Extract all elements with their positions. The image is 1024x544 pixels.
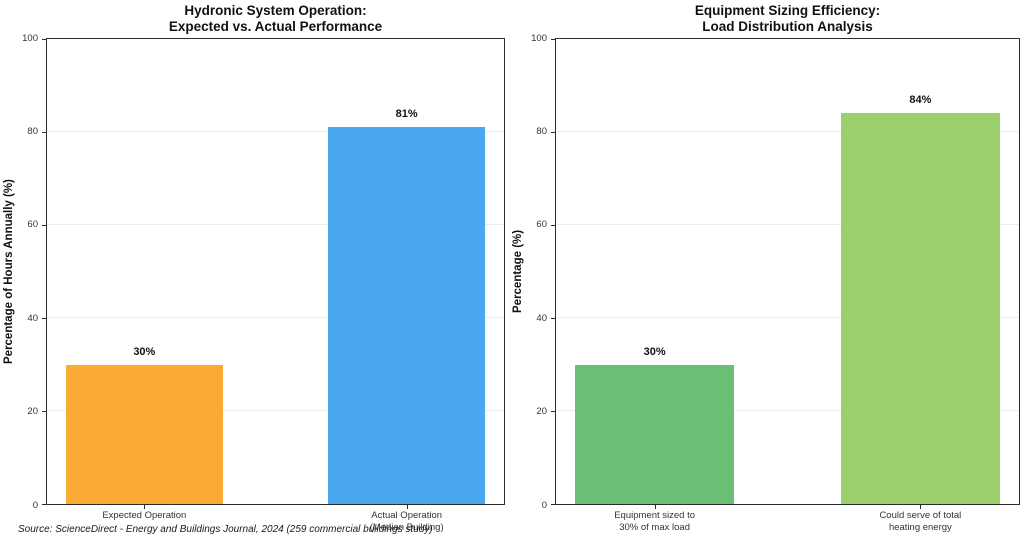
x-tick-mark bbox=[654, 505, 656, 509]
bar-group-expected-operation: 30% bbox=[65, 39, 223, 504]
y-tick-mark bbox=[42, 318, 46, 319]
y-tick-label: 60 bbox=[27, 219, 38, 231]
gridline bbox=[556, 224, 1019, 225]
source-note: Source: ScienceDirect - Energy and Build… bbox=[18, 524, 433, 535]
y-tick-label: 40 bbox=[536, 312, 547, 324]
x-tick-mark bbox=[144, 505, 146, 509]
gridline bbox=[47, 224, 504, 225]
chart-title-line1: Equipment Sizing Efficiency: bbox=[694, 3, 881, 18]
y-tick-mark bbox=[551, 504, 555, 505]
y-tick-label: 40 bbox=[27, 312, 38, 324]
bar-equipment-sized bbox=[574, 364, 735, 504]
y-tick-mark bbox=[551, 318, 555, 319]
x-tick-mark bbox=[406, 505, 408, 509]
gridline bbox=[556, 131, 1019, 132]
chart-title-line1: Hydronic System Operation: bbox=[184, 3, 367, 18]
y-tick-mark bbox=[42, 39, 46, 40]
gridline bbox=[47, 131, 504, 132]
x-tick-label: Expected Operation bbox=[102, 510, 187, 521]
bar-value-label: 30% bbox=[643, 345, 666, 358]
gridline bbox=[47, 410, 504, 411]
chart-title: Hydronic System Operation: Expected vs. … bbox=[46, 3, 505, 35]
y-tick-label: 60 bbox=[536, 219, 547, 231]
y-tick-label: 100 bbox=[531, 32, 547, 44]
chart-title-line2: Expected vs. Actual Performance bbox=[168, 19, 383, 34]
chart-title: Equipment Sizing Efficiency: Load Distri… bbox=[555, 3, 1020, 35]
chart-title-line2: Load Distribution Analysis bbox=[702, 19, 873, 34]
bar-value-label: 30% bbox=[133, 345, 156, 358]
bar-value-label: 81% bbox=[395, 108, 418, 121]
y-tick-mark bbox=[551, 39, 555, 40]
gridline bbox=[556, 410, 1019, 411]
gridline bbox=[47, 317, 504, 318]
y-tick-label: 20 bbox=[536, 405, 547, 417]
y-tick-label: 0 bbox=[32, 499, 38, 511]
y-tick-label: 80 bbox=[27, 125, 38, 137]
y-tick-mark bbox=[551, 225, 555, 226]
y-tick-mark bbox=[42, 132, 46, 133]
bar-actual-operation bbox=[328, 127, 486, 504]
y-tick-mark bbox=[42, 504, 46, 505]
bar-group-actual-operation: 81% bbox=[328, 39, 486, 504]
bar-group-could-serve: 84% bbox=[840, 39, 1000, 504]
y-axis-ticks: 0 20 40 60 80 100 bbox=[509, 33, 547, 509]
bar-value-label: 84% bbox=[909, 94, 932, 107]
gridline bbox=[556, 317, 1019, 318]
bar-group-equipment-sized: 30% bbox=[574, 39, 735, 504]
y-tick-label: 100 bbox=[22, 32, 38, 44]
x-tick-label: Could serve of total heating energy bbox=[879, 510, 962, 534]
bar-could-serve bbox=[840, 113, 1000, 504]
x-tick-mark bbox=[920, 505, 922, 509]
plot-area: 30% 81% Expected Operation Actual Operat… bbox=[42, 38, 505, 533]
y-tick-label: 80 bbox=[536, 125, 547, 137]
y-tick-mark bbox=[42, 225, 46, 226]
plot-area: 30% 84% Equipment sized to 30% of max lo… bbox=[551, 38, 1020, 533]
y-axis-ticks: 0 20 40 60 80 100 bbox=[0, 33, 38, 509]
y-tick-mark bbox=[551, 411, 555, 412]
y-tick-mark bbox=[42, 411, 46, 412]
y-tick-mark bbox=[551, 132, 555, 133]
x-tick-label: Actual Operation (Median Building) bbox=[369, 510, 444, 534]
y-tick-label: 20 bbox=[27, 405, 38, 417]
y-tick-label: 0 bbox=[541, 499, 547, 511]
x-tick-label: Equipment sized to 30% of max load bbox=[614, 510, 695, 534]
bar-expected-operation bbox=[65, 364, 223, 504]
